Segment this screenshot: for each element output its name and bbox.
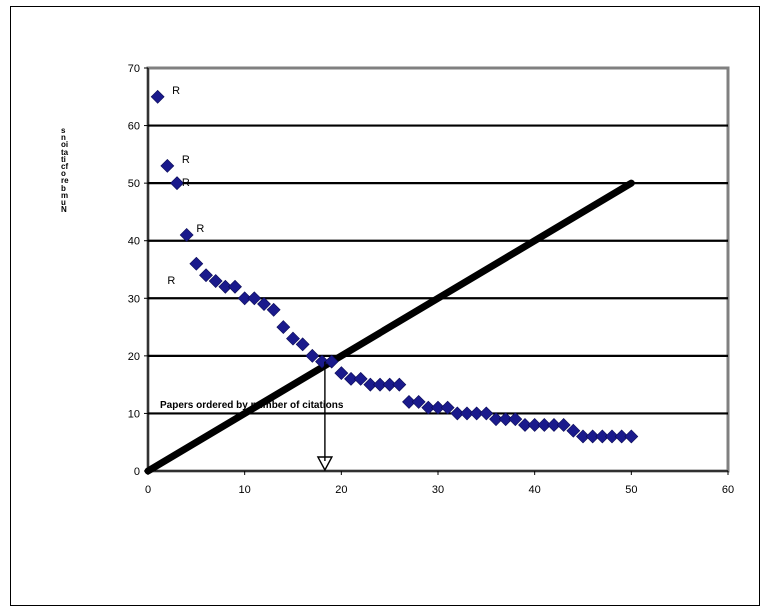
data-point <box>537 418 552 432</box>
x-tick-label: 60 <box>722 484 734 496</box>
data-point <box>556 418 571 432</box>
data-point <box>150 89 165 104</box>
data-point <box>160 158 175 173</box>
data-point <box>305 348 320 363</box>
data-point <box>460 406 474 421</box>
data-point <box>189 256 204 271</box>
data-point <box>363 377 378 392</box>
y-tick-label: 50 <box>128 178 140 190</box>
data-point <box>605 429 619 444</box>
data-point <box>479 406 494 421</box>
h-index-arrow-head <box>316 456 334 472</box>
data-point <box>392 377 407 392</box>
data-point <box>518 418 532 432</box>
y-tick-label: 40 <box>128 236 140 248</box>
data-point <box>228 279 242 294</box>
data-point <box>237 291 252 306</box>
data-point <box>373 377 387 392</box>
y-axis-label: snoitaticfo rebmuN <box>61 126 69 215</box>
data-point <box>247 291 262 306</box>
annotation-label: R <box>196 223 204 235</box>
data-point <box>199 268 213 283</box>
data-point <box>179 228 194 242</box>
data-point <box>402 394 416 409</box>
data-point <box>624 429 639 444</box>
data-point <box>595 429 610 444</box>
x-tick-label: 30 <box>432 484 444 496</box>
data-point <box>276 320 291 334</box>
data-point <box>508 412 523 427</box>
data-point <box>614 429 629 444</box>
data-point <box>498 412 513 427</box>
chart-frame <box>10 6 760 606</box>
data-point <box>489 412 503 427</box>
annotation-label: R <box>167 275 175 287</box>
data-point <box>170 176 184 191</box>
x-tick-label: 10 <box>239 484 251 496</box>
data-point <box>440 400 455 415</box>
data-point <box>218 279 233 294</box>
data-point <box>324 354 339 369</box>
y-tick-label: 20 <box>128 351 140 363</box>
data-point <box>547 418 561 432</box>
data-point <box>382 377 397 392</box>
data-point <box>566 423 581 438</box>
data-point <box>469 406 484 421</box>
data-point <box>286 331 300 346</box>
data-point <box>353 371 368 386</box>
x-tick-label: 50 <box>625 484 637 496</box>
y-tick-label: 60 <box>128 121 140 133</box>
data-point <box>257 297 271 311</box>
annotation-label: R <box>182 177 190 189</box>
reference-line <box>144 179 635 475</box>
data-point <box>431 400 445 415</box>
data-point <box>266 302 281 317</box>
data-point <box>450 406 465 421</box>
y-tick-label: 70 <box>128 63 140 75</box>
data-point <box>411 394 426 409</box>
data-point <box>344 371 358 386</box>
y-tick-label: 30 <box>128 293 140 305</box>
data-point <box>208 274 223 288</box>
data-point <box>576 429 590 444</box>
x-tick-label: 40 <box>529 484 541 496</box>
data-point <box>527 418 542 432</box>
annotation-label: R <box>182 154 190 166</box>
annotation-label: R <box>172 85 180 97</box>
y-tick-label: 0 <box>134 466 140 478</box>
data-point <box>295 337 310 352</box>
data-point <box>585 429 600 444</box>
x-tick-label: 0 <box>145 484 151 496</box>
data-point <box>421 400 436 415</box>
x-tick-label: 20 <box>335 484 347 496</box>
y-tick-label: 10 <box>128 408 140 420</box>
x-axis-label: Papers ordered by number of citations <box>160 400 344 411</box>
data-point <box>334 366 349 381</box>
